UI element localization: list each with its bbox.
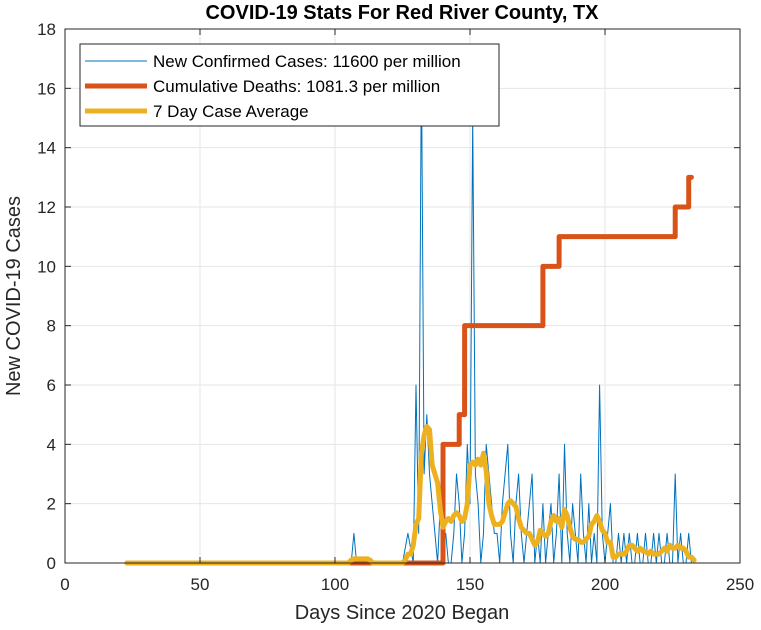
y-tick-label: 0 (47, 554, 56, 573)
ticks: 0 50 100 150 200 250 0 2 4 6 8 10 12 14 16 18 (37, 20, 754, 594)
x-tick-label: 250 (726, 575, 754, 594)
legend-label-deaths: Cumulative Deaths: 1081.3 per million (153, 77, 440, 96)
x-tick-label: 50 (191, 575, 210, 594)
x-tick-label: 100 (321, 575, 349, 594)
y-tick-label: 14 (37, 139, 56, 158)
legend-label-avg: 7 Day Case Average (153, 102, 309, 121)
y-tick-label: 16 (37, 79, 56, 98)
x-tick-label: 150 (456, 575, 484, 594)
y-tick-label: 6 (47, 376, 56, 395)
y-tick-label: 12 (37, 198, 56, 217)
y-tick-label: 4 (47, 435, 56, 454)
legend: New Confirmed Cases: 11600 per million C… (79, 43, 500, 127)
y-tick-label: 18 (37, 20, 56, 39)
plot-frame (64, 28, 741, 564)
series-line-deaths (124, 174, 694, 566)
x-axis-label: Days Since 2020 Began (295, 602, 510, 624)
y-tick-label: 10 (37, 257, 56, 276)
y-tick-label: 8 (47, 317, 56, 336)
series-line-avg (124, 424, 697, 566)
y-axis-label: New COVID-19 Cases (3, 196, 25, 396)
legend-box (79, 43, 500, 127)
legend-label-cases: New Confirmed Cases: 11600 per million (153, 52, 461, 71)
chart-title: COVID-19 Stats For Red River County, TX (205, 2, 599, 24)
x-tick-label: 200 (591, 575, 619, 594)
y-tick-label: 2 (47, 495, 56, 514)
x-tick-label: 0 (60, 575, 69, 594)
